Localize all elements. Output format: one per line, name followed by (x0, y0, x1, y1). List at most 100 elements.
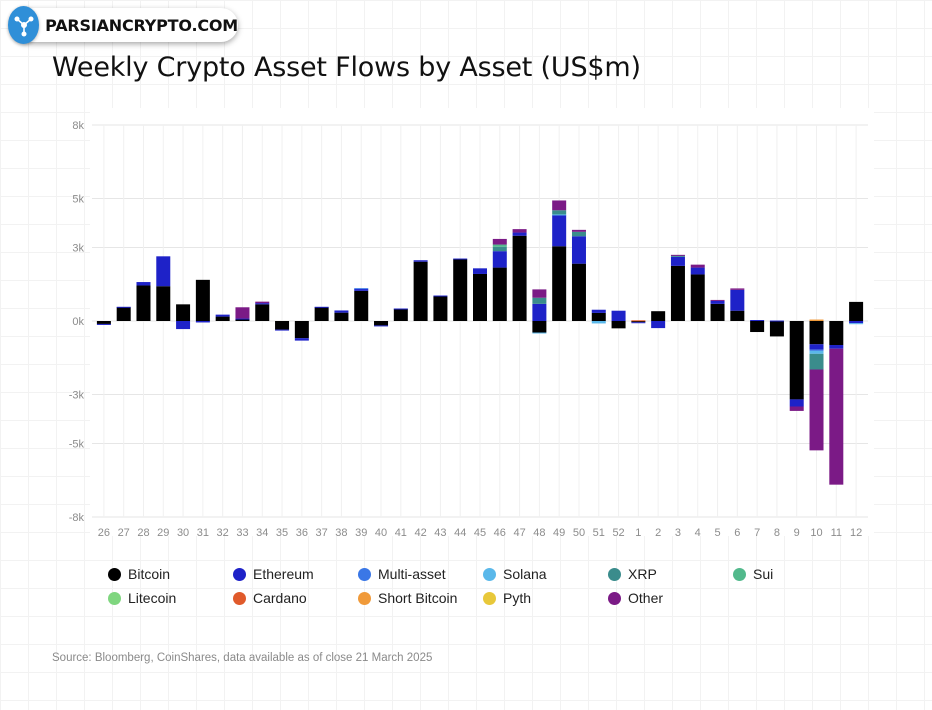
bar-segment-bitcoin (314, 307, 329, 321)
bar-segment-ethereum (532, 303, 547, 321)
x-tick-label: 47 (513, 527, 525, 539)
legend-label: XRP (628, 566, 657, 582)
legend-item-sui: Sui (733, 566, 858, 582)
x-tick-label: 43 (434, 527, 446, 539)
legend-swatch (108, 591, 121, 605)
bar-segment-bitcoin (354, 290, 369, 321)
legend-item-litecoin: Litecoin (108, 590, 233, 606)
bar-segment-other (532, 289, 547, 298)
x-tick-label: 42 (414, 527, 426, 539)
legend-swatch (358, 591, 371, 605)
bar-segment-bitcoin (829, 321, 844, 346)
legend-swatch (233, 567, 246, 581)
bar-segment-xrp (532, 297, 547, 304)
bar-segment-ethereum (433, 295, 448, 297)
y-tick-label: -3k (69, 390, 85, 402)
chart-legend: Bitcoin Ethereum Multi-asset Solana XRP Sui Li… (108, 566, 868, 606)
legend-item-short-bitcoin: Short Bitcoin (358, 590, 483, 606)
y-tick-label: 0k (72, 316, 84, 328)
legend-label: Short Bitcoin (378, 590, 458, 606)
bar-segment-ethereum (96, 323, 111, 325)
x-tick-label: 6 (734, 527, 740, 539)
bar-segment-bitcoin (769, 321, 784, 337)
bar-segment-bitcoin (492, 267, 507, 321)
bar-segment-other (492, 238, 507, 245)
x-tick-label: 52 (612, 527, 624, 539)
x-tick-label: 44 (454, 527, 466, 539)
x-tick-label: 32 (217, 527, 229, 539)
bar-segment-other (571, 229, 586, 232)
bar-segment-bitcoin (710, 303, 725, 321)
bar-segment-other (710, 299, 725, 301)
bar-segment-other (255, 301, 270, 304)
bar-segment-bitcoin (809, 321, 824, 345)
x-tick-label: 28 (137, 527, 149, 539)
bar-segment-ethereum (591, 309, 606, 313)
bar-segment-ethereum (670, 256, 685, 266)
x-tick-label: 51 (593, 527, 605, 539)
x-tick-label: 38 (335, 527, 347, 539)
bar-segment-bitcoin (690, 274, 705, 321)
bar-segment-solana (591, 321, 606, 324)
bar-segment-ethereum (631, 322, 646, 324)
x-tick-label: 49 (553, 527, 565, 539)
y-tick-label: -8k (69, 512, 85, 524)
bar-segment-bitcoin (789, 321, 804, 400)
bar-segment-ethereum (374, 325, 389, 327)
bar-segment-ethereum (571, 236, 586, 264)
bar-segment-ethereum (473, 268, 487, 274)
bar-segment-bitcoin (473, 273, 487, 321)
bar-segment-sui (492, 244, 507, 247)
x-tick-label: 35 (276, 527, 288, 539)
bar-segment-bitcoin (374, 321, 389, 326)
legend-label: Multi-asset (378, 566, 446, 582)
bar-segment-ethereum (829, 345, 844, 349)
y-tick-label: 8k (72, 120, 84, 132)
bar-segment-ethereum (294, 338, 309, 341)
bar-segment-multi-asset (809, 349, 824, 351)
bar-segment-bitcoin (611, 321, 626, 329)
bar-segment-ethereum (116, 306, 131, 308)
bar-segment-bitcoin (750, 321, 765, 333)
x-tick-label: 4 (695, 527, 701, 539)
x-tick-label: 37 (316, 527, 328, 539)
legend-label: Sui (753, 566, 774, 582)
legend-label: Ethereum (253, 566, 314, 582)
bar-segment-xrp (670, 255, 685, 257)
legend-swatch (608, 567, 621, 581)
bar-segment-ethereum (393, 308, 408, 310)
bar-segment-ethereum (769, 320, 784, 322)
bar-segment-ethereum (690, 267, 705, 275)
bar-segment-ethereum (354, 288, 369, 291)
bar-segment-bitcoin (393, 308, 408, 321)
bar-segment-bitcoin (294, 321, 309, 339)
bar-segment-other (512, 229, 527, 233)
legend-item-pyth: Pyth (483, 590, 608, 606)
x-tick-label: 45 (474, 527, 486, 539)
bar-segment-other (235, 307, 250, 319)
bar-segment-bitcoin (532, 321, 547, 333)
bar-segment-ethereum (195, 321, 210, 323)
bar-segment-bitcoin (195, 279, 210, 321)
bar-segment-bitcoin (235, 319, 250, 321)
bar-segment-multi-asset (354, 288, 369, 290)
legend-swatch (608, 591, 621, 605)
bar-segment-ethereum (789, 399, 804, 407)
chart-title: Weekly Crypto Asset Flows by Asset (US$m… (52, 52, 641, 83)
bar-segment-xrp (552, 210, 567, 215)
plot-background (90, 108, 874, 536)
bar-segment-xrp (492, 246, 507, 252)
bar-segment-bitcoin (730, 310, 745, 321)
watermark-logo: PARSIANCRYPTO.COM (8, 6, 238, 44)
bar-segment-cardano (631, 320, 646, 322)
x-tick-label: 26 (98, 527, 110, 539)
legend-item-cardano: Cardano (233, 590, 358, 606)
legend-item-multi-asset: Multi-asset (358, 566, 483, 582)
bar-segment-ethereum (176, 321, 191, 330)
bar-segment-bitcoin (334, 312, 349, 321)
bar-segment-other (730, 288, 745, 290)
legend-label: Solana (503, 566, 547, 582)
y-tick-label: -5k (69, 439, 85, 451)
